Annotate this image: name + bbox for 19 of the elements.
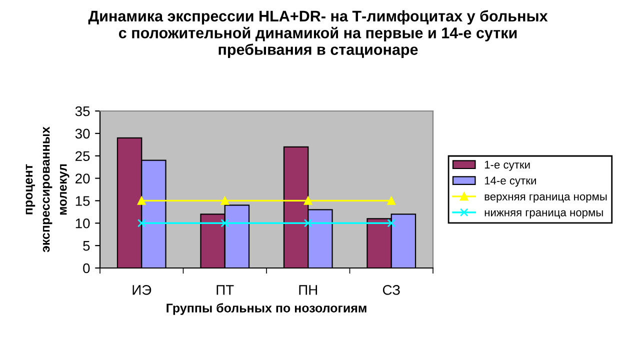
chart-title: Динамика экспрессии HLA+DR- на Т-лимфоцитах у больных с положительной динамикой на первые и 14-е сутки пребывания в стационаре [88, 10, 548, 58]
x-axis-title: Группы больных по нозологиям [166, 303, 366, 315]
x-tick-label: ИЭ [132, 285, 152, 295]
y-tick-label: 0 [83, 263, 90, 274]
y-axis-title: процент экспрессированных молекул [26, 126, 70, 252]
y-tick-label: 15 [76, 196, 90, 206]
y-tick-label: 30 [75, 128, 90, 139]
legend-label: 14-е сутки [484, 176, 536, 187]
legend-label: 1-е сутки [484, 160, 530, 171]
x-tick-label: СЗ [382, 285, 400, 295]
legend-label: верхняя граница нормы [484, 194, 607, 203]
legend-label: нижняя граница нормы [484, 210, 603, 219]
y-tick-label: 25 [76, 151, 90, 162]
x-tick-label: ПН [299, 285, 317, 295]
y-tick-label: 20 [76, 174, 90, 184]
x-tick-label: ПТ [216, 285, 234, 295]
y-tick-label: 5 [83, 241, 90, 251]
y-tick-label: 10 [76, 218, 90, 228]
y-tick-label: 35 [75, 106, 90, 116]
